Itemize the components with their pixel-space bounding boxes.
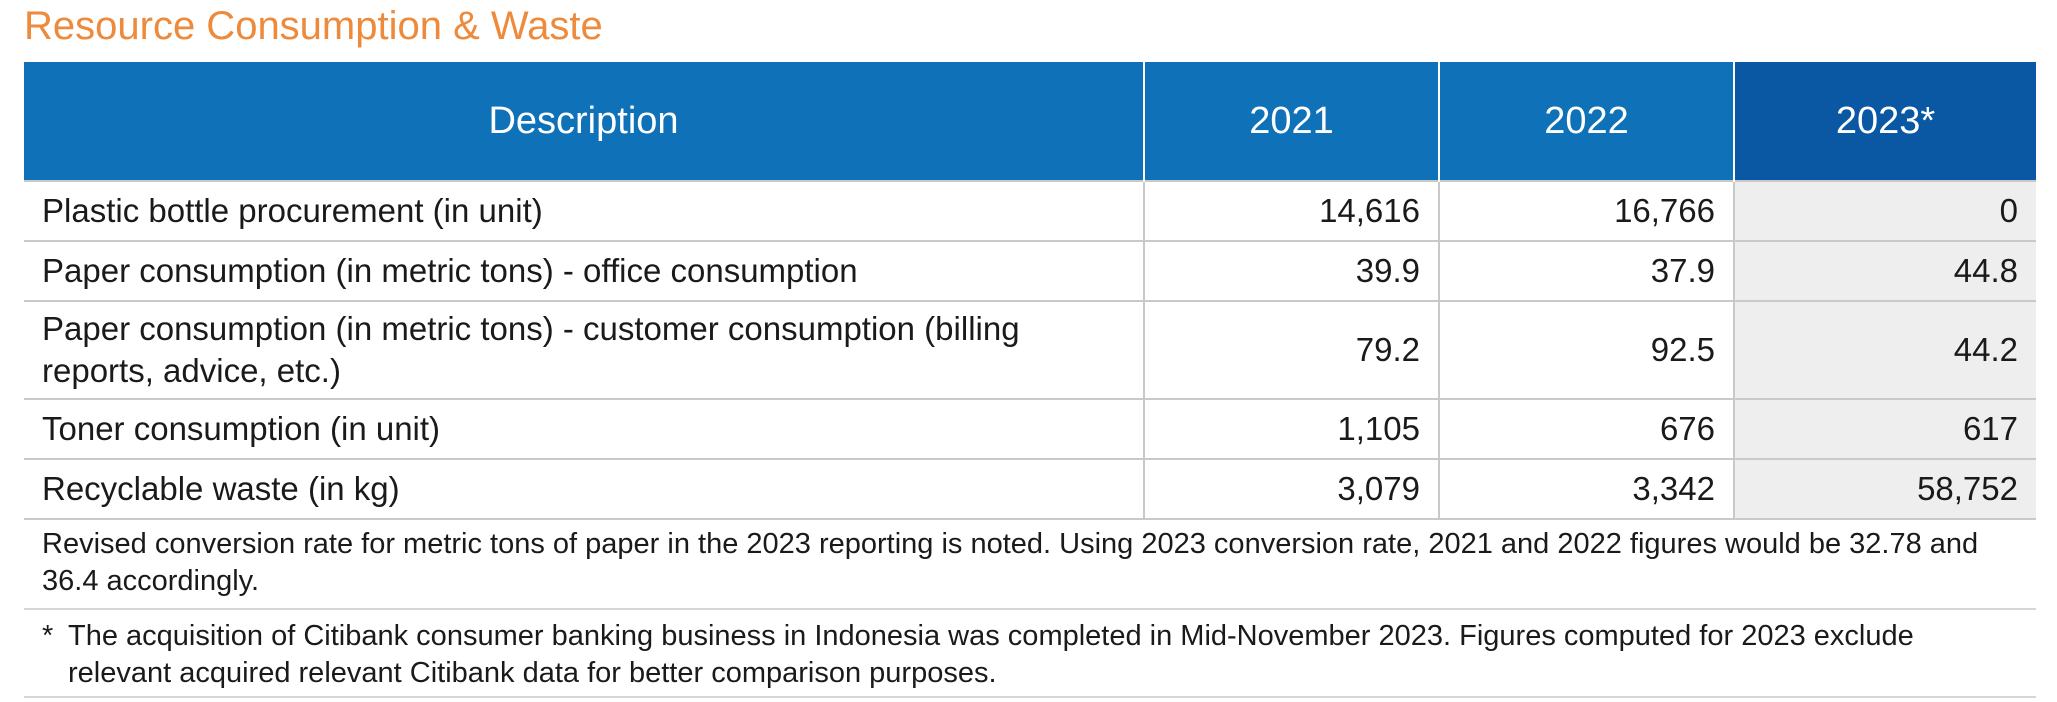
footnote-marker: * — [42, 620, 54, 652]
table-row: Recyclable waste (in kg) 3,079 3,342 58,… — [24, 458, 2036, 520]
conversion-note: Revised conversion rate for metric tons … — [24, 526, 2036, 610]
footnote: * The acquisition of Citibank consumer b… — [24, 618, 2036, 698]
table-row: Paper consumption (in metric tons) - cus… — [24, 300, 2036, 399]
cell-2021: 14,616 — [1144, 180, 1440, 241]
cell-2021: 39.9 — [1144, 240, 1440, 301]
section-title: Resource Consumption & Waste — [24, 4, 603, 48]
table-row: Paper consumption (in metric tons) - off… — [24, 240, 2036, 301]
cell-2023: 58,752 — [1734, 458, 2036, 520]
cell-2022: 676 — [1439, 398, 1735, 459]
column-header-2022: 2022 — [1439, 62, 1735, 181]
cell-2022: 3,342 — [1439, 458, 1735, 520]
cell-2023: 44.2 — [1734, 300, 2036, 399]
table-row: Toner consumption (in unit) 1,105 676 61… — [24, 398, 2036, 459]
cell-2023: 617 — [1734, 398, 2036, 459]
column-header-description: Description — [24, 62, 1145, 181]
column-header-2023: 2023* — [1734, 62, 2036, 181]
row-description: Paper consumption (in metric tons) - cus… — [24, 300, 1145, 399]
cell-2021: 79.2 — [1144, 300, 1440, 399]
cell-2022: 37.9 — [1439, 240, 1735, 301]
resource-consumption-table: Description 2021 2022 2023* Plastic bott… — [24, 62, 2036, 520]
cell-2021: 1,105 — [1144, 398, 1440, 459]
cell-2023: 0 — [1734, 180, 2036, 241]
cell-2022: 16,766 — [1439, 180, 1735, 241]
row-description: Paper consumption (in metric tons) - off… — [24, 240, 1145, 301]
row-description: Toner consumption (in unit) — [24, 398, 1145, 459]
row-description: Recyclable waste (in kg) — [24, 458, 1145, 520]
table-row: Plastic bottle procurement (in unit) 14,… — [24, 180, 2036, 241]
table-header-row: Description 2021 2022 2023* — [24, 62, 2036, 181]
column-header-2021: 2021 — [1144, 62, 1440, 181]
footnote-text: The acquisition of Citibank consumer ban… — [68, 620, 1914, 689]
cell-2021: 3,079 — [1144, 458, 1440, 520]
row-description: Plastic bottle procurement (in unit) — [24, 180, 1145, 241]
cell-2023: 44.8 — [1734, 240, 2036, 301]
cell-2022: 92.5 — [1439, 300, 1735, 399]
